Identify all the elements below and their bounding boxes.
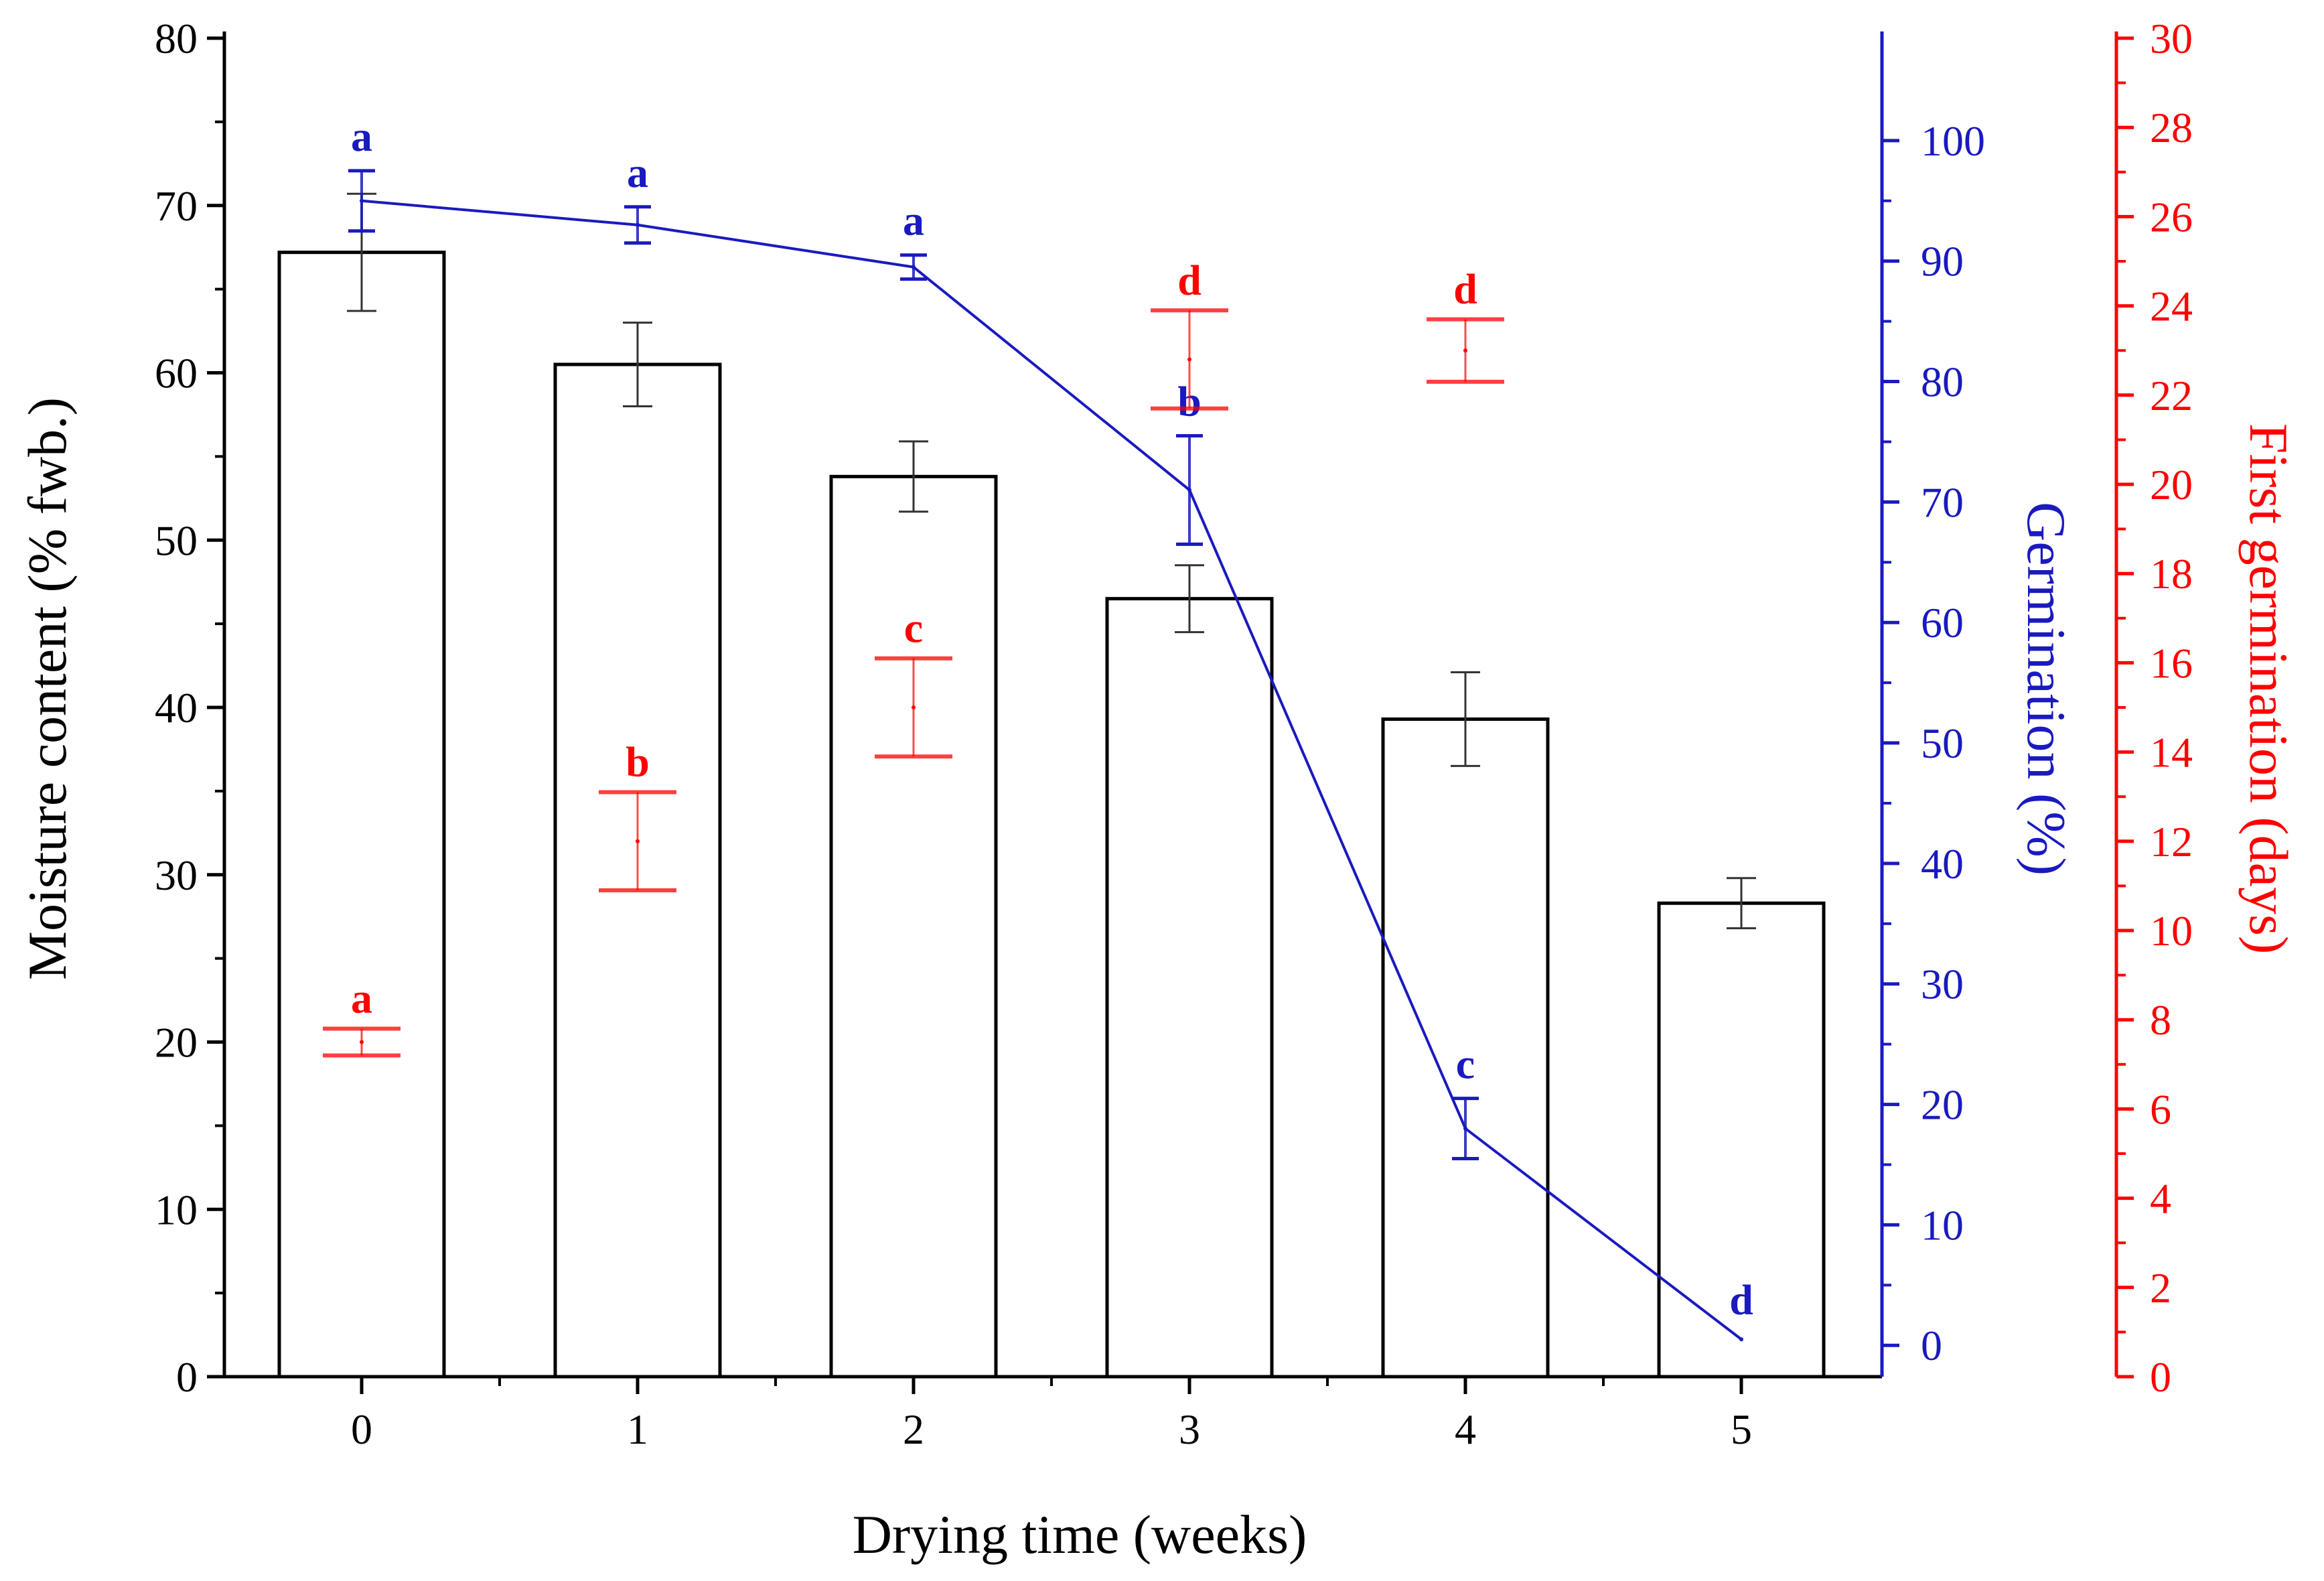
germination-letter: d [1729, 1276, 1753, 1323]
germination-axis-tick-label: 0 [1921, 1322, 1942, 1369]
first-germination-letter: d [1453, 265, 1477, 313]
first-germination-axis-title: First germination (days) [2238, 423, 2299, 955]
germination-axis-tick-label: 70 [1921, 478, 1964, 526]
germination-letter: a [627, 149, 648, 196]
left-axis-tick-label: 10 [155, 1186, 198, 1233]
germination-point [360, 198, 364, 203]
left-axis-tick-label: 30 [155, 851, 198, 899]
left-axis-tick-label: 0 [176, 1353, 198, 1401]
germination-series: a a a b c d [348, 113, 1753, 1342]
germination-axis-tick-label: 60 [1921, 599, 1964, 646]
x-axis-tick-label: 2 [903, 1405, 924, 1453]
left-axis-tick-label: 50 [155, 517, 198, 564]
first-germination-axis-tick-label: 14 [2150, 729, 2193, 776]
first-germination-axis-tick-label: 4 [2150, 1175, 2171, 1223]
left-axis-tick-label: 40 [155, 684, 198, 732]
first-germination-axis-tick-label: 28 [2150, 104, 2193, 151]
x-axis-tick-label: 3 [1179, 1405, 1200, 1453]
moisture-bar [829, 474, 998, 1379]
x-axis-tick-label: 1 [627, 1405, 648, 1453]
first-germination-point [912, 705, 916, 709]
first-germination-axis-tick-label: 24 [2150, 283, 2193, 330]
left-axis-title: Moisture content (% fwb.) [17, 397, 78, 980]
first-germination-axis-tick-label: 18 [2150, 550, 2193, 598]
left-axis-tick-label: 80 [155, 15, 198, 62]
first-germination-axis-tick-label: 26 [2150, 193, 2193, 240]
first-germination-point [1187, 357, 1191, 362]
germination-point [636, 222, 640, 227]
germination-axis-title: Germination (%) [2016, 502, 2077, 876]
germination-axis-tick-label: 40 [1921, 840, 1964, 888]
first-germination-axis-tick-label: 2 [2150, 1264, 2171, 1312]
first-germination-axis-tick-label: 8 [2150, 996, 2171, 1044]
first-germination-letter: c [904, 604, 923, 652]
first-germination-axis-tick-label: 20 [2150, 461, 2193, 508]
germination-letter: c [1456, 1040, 1475, 1088]
first-germination-letter: b [626, 738, 650, 786]
first-germination-axis-tick-label: 12 [2150, 818, 2193, 866]
germination-axis-tick-label: 30 [1921, 961, 1964, 1008]
x-axis-tick-label: 4 [1455, 1405, 1476, 1453]
left-axis-tick-label: 60 [155, 350, 198, 397]
germination-axis-tick-label: 80 [1921, 358, 1964, 406]
first-germination-point [1463, 348, 1467, 353]
germination-point [1463, 1126, 1467, 1131]
first-germination-series: a b c d d [323, 256, 1504, 1058]
germination-letter: a [351, 113, 372, 160]
x-axis-title: Drying time (weeks) [853, 1504, 1307, 1565]
germination-letter: a [903, 197, 924, 245]
germination-line [361, 199, 1743, 1341]
germination-axis-tick-label: 50 [1921, 719, 1964, 767]
left-axis-tick-label: 20 [155, 1019, 198, 1067]
first-germination-axis-tick-label: 0 [2150, 1353, 2171, 1401]
x-axis-tick-label: 5 [1731, 1405, 1752, 1453]
germination-axis-tick-label: 10 [1921, 1201, 1964, 1249]
left-axis-tick-label: 70 [155, 182, 198, 230]
germination-point [1187, 488, 1191, 492]
moisture-bar [1105, 597, 1274, 1379]
first-germination-axis-tick-label: 30 [2150, 15, 2193, 62]
first-germination-axis-tick-label: 22 [2150, 372, 2193, 419]
first-germination-point [636, 839, 640, 843]
moisture-bar [277, 251, 446, 1379]
first-germination-axis-tick-label: 6 [2150, 1085, 2171, 1133]
germination-axis-tick-label: 100 [1921, 117, 1985, 165]
first-germination-letter: a [351, 975, 372, 1022]
germination-point [912, 265, 916, 269]
germination-point [1739, 1337, 1743, 1342]
first-germination-letter: d [1177, 256, 1202, 303]
germination-axis-tick-label: 90 [1921, 238, 1964, 285]
first-germination-point [360, 1040, 364, 1044]
first-germination-axis-tick-label: 10 [2150, 907, 2193, 955]
germination-axis-tick-label: 20 [1921, 1081, 1964, 1129]
x-axis-tick-label: 0 [351, 1405, 372, 1453]
moisture-bars [277, 251, 1826, 1379]
first-germination-axis-tick-label: 16 [2150, 639, 2193, 687]
